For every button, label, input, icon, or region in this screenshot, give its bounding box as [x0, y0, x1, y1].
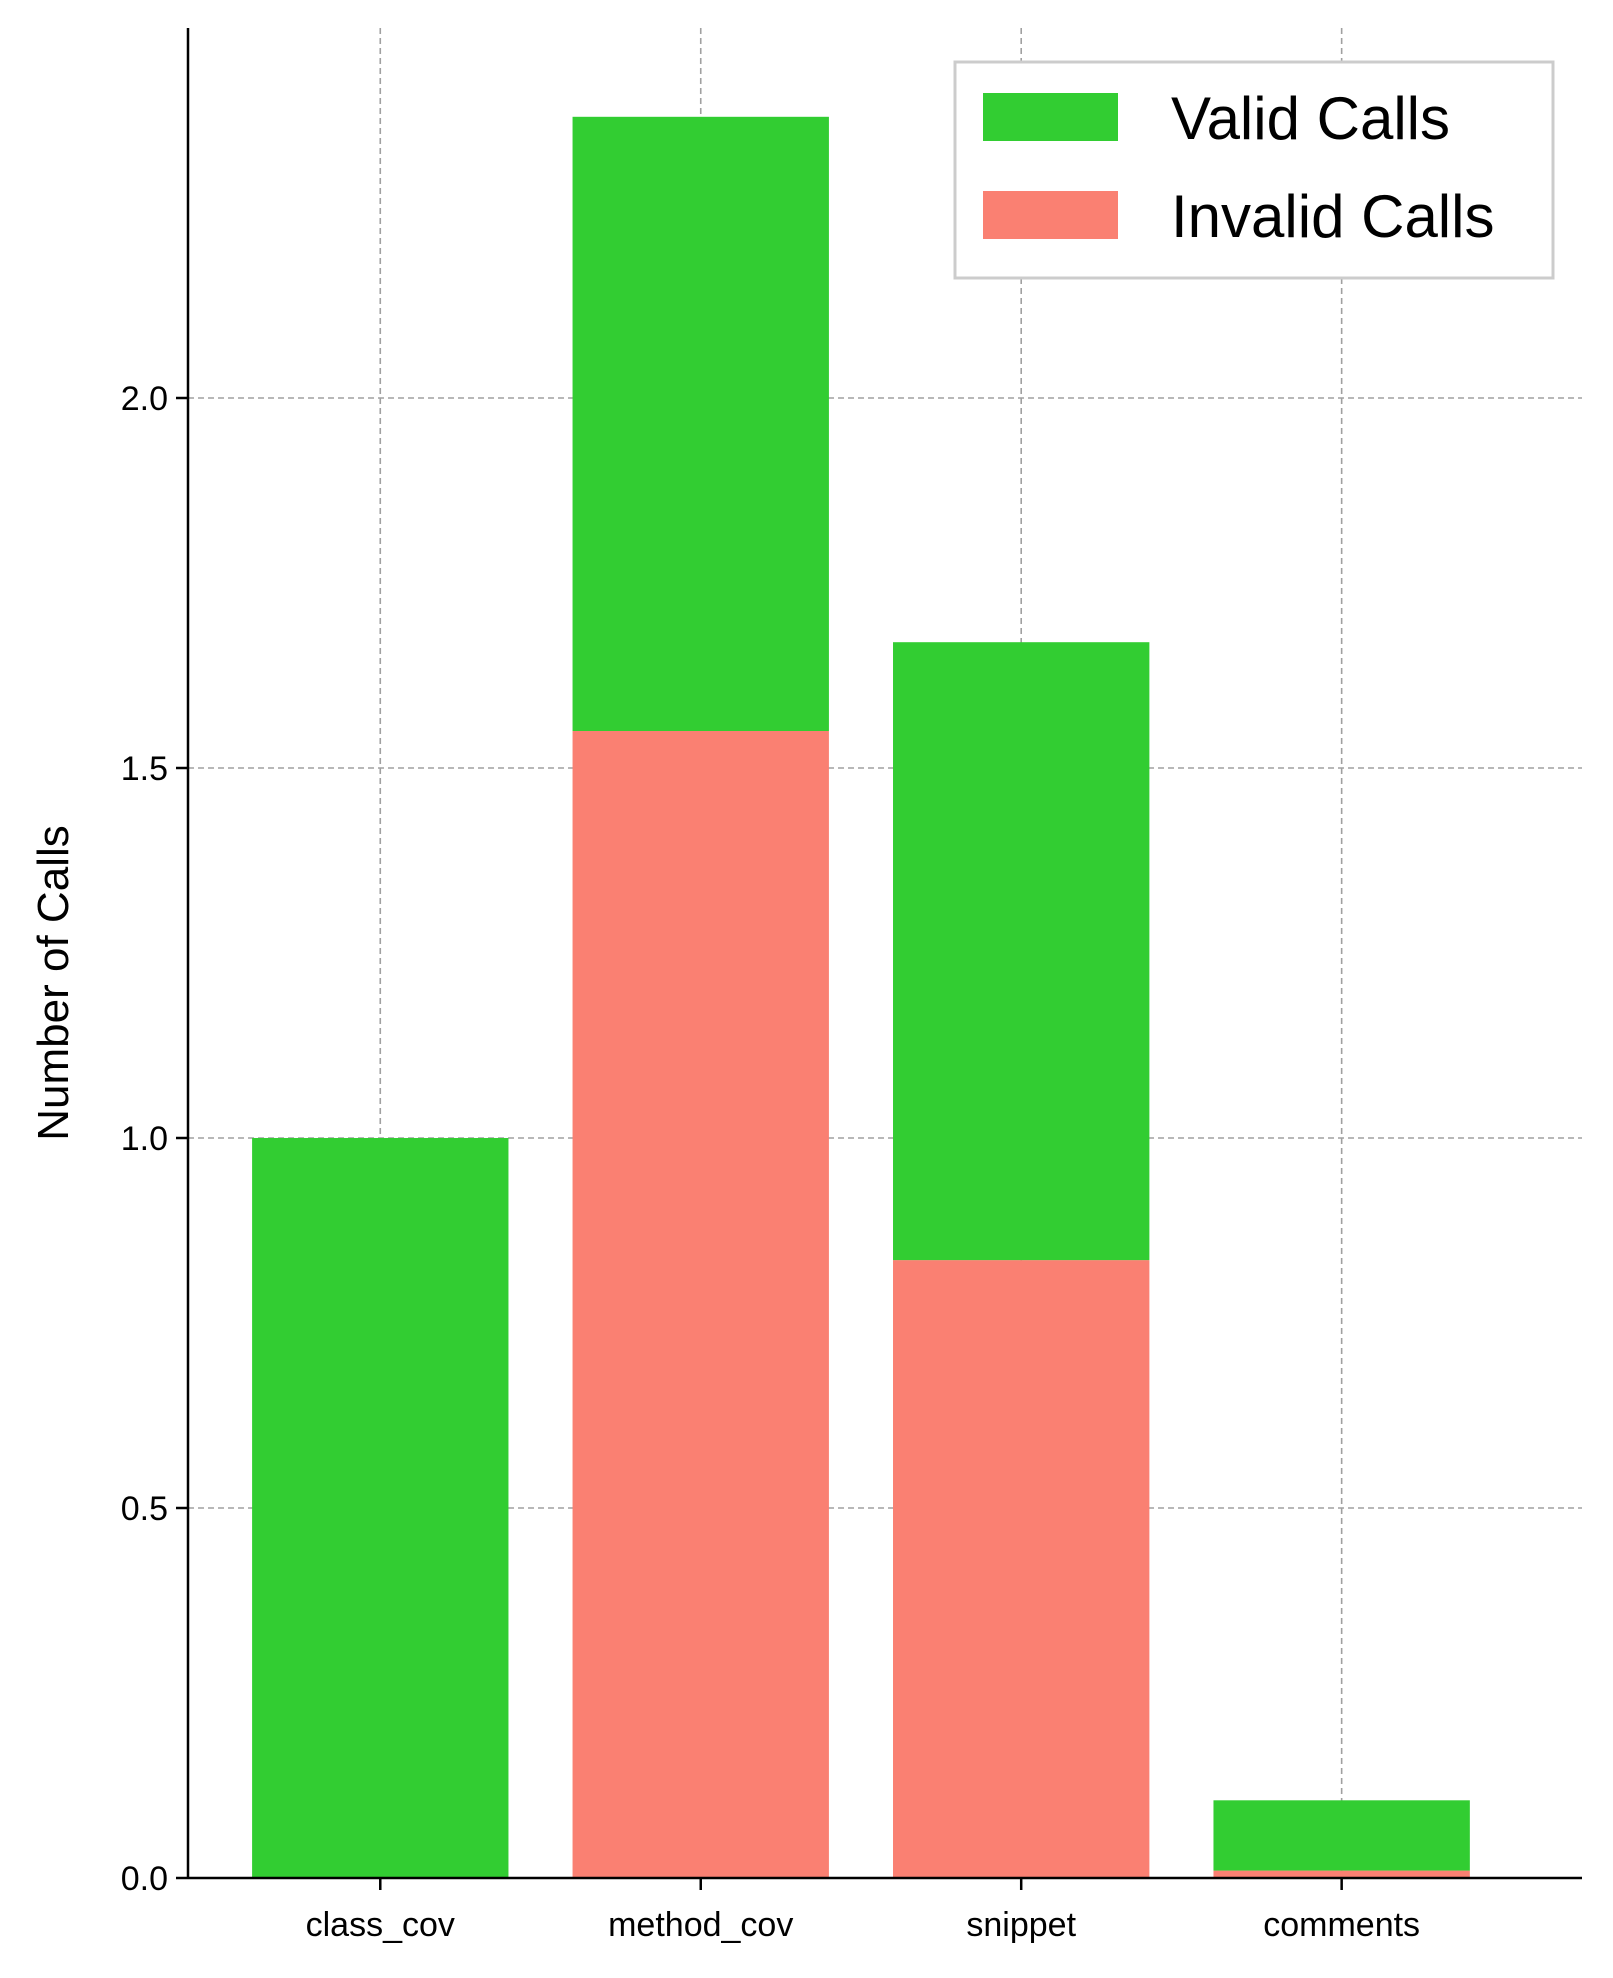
bars — [252, 116, 1470, 1878]
y-axis-label: Number of Calls — [29, 825, 78, 1140]
x-ticks: class_cov method_cov snippet comments — [306, 1878, 1420, 1944]
y-tick-label-3: 1.5 — [121, 750, 168, 788]
bar-valid-calls-class-cov — [252, 1138, 509, 1878]
axes — [186, 28, 1582, 1880]
y-tick-label-2: 1.0 — [121, 1120, 168, 1158]
legend-label-invalid-calls: Invalid Calls — [1171, 183, 1494, 250]
legend: Valid Calls Invalid Calls — [953, 60, 1555, 280]
bar-invalid-calls-comments — [1213, 1870, 1470, 1878]
y-tick-label-0: 0.0 — [121, 1860, 168, 1898]
legend-swatch-valid-calls — [983, 93, 1118, 141]
legend-swatch-invalid-calls — [983, 191, 1118, 239]
bar-valid-calls-comments — [1213, 1800, 1470, 1871]
y-tick-label-4: 2.0 — [121, 380, 168, 418]
x-tick-label-3: comments — [1263, 1906, 1420, 1944]
x-tick-label-2: snippet — [966, 1906, 1076, 1944]
y-ticks: 0.0 0.5 1.0 1.5 2.0 — [121, 380, 188, 1898]
y-tick-label-1: 0.5 — [121, 1490, 168, 1528]
legend-label-valid-calls: Valid Calls — [1171, 85, 1450, 152]
x-tick-label-0: class_cov — [306, 1906, 455, 1944]
x-tick-label-1: method_cov — [608, 1906, 793, 1944]
bar-invalid-calls-snippet — [893, 1260, 1150, 1878]
bar-valid-calls-snippet — [893, 642, 1150, 1261]
bar-invalid-calls-method-cov — [572, 731, 829, 1878]
bar-valid-calls-method-cov — [572, 116, 829, 732]
